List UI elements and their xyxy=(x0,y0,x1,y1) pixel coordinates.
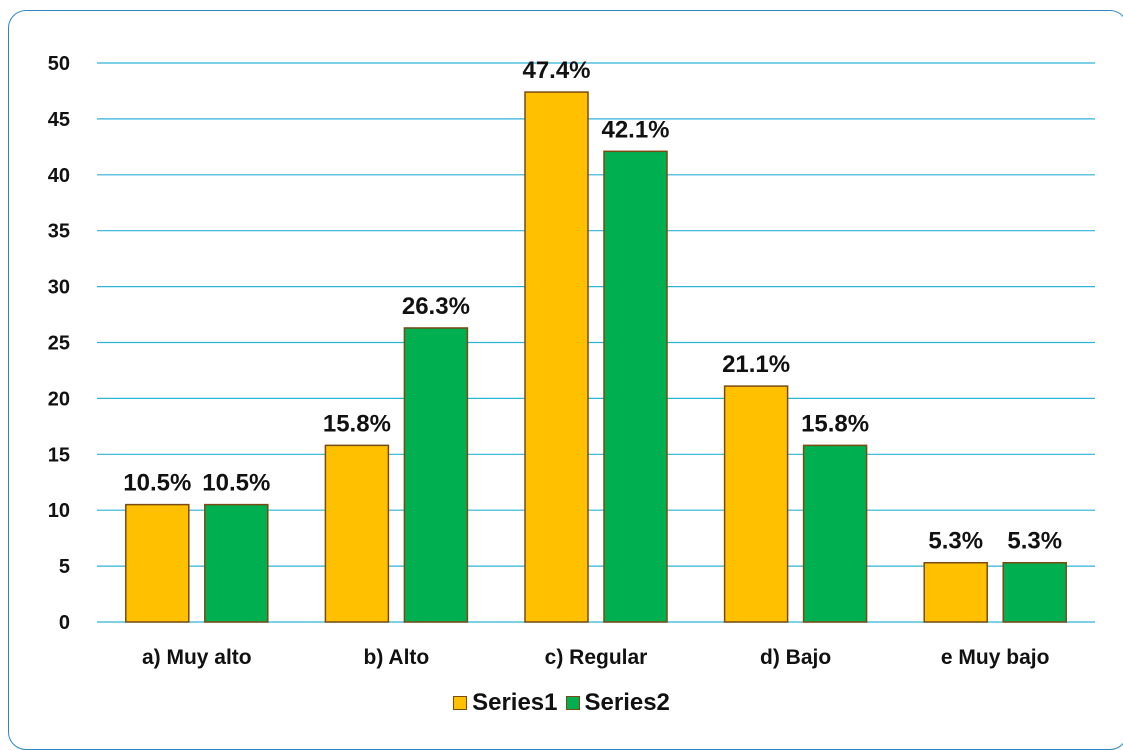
y-tick-label: 15 xyxy=(48,444,70,466)
y-tick-label: 25 xyxy=(48,333,70,355)
data-label: 10.5% xyxy=(123,470,191,497)
y-tick-label: 20 xyxy=(48,388,70,410)
x-category-label: a) Muy alto xyxy=(142,646,252,669)
bar-series1-4 xyxy=(723,385,789,623)
data-label: 47.4% xyxy=(522,57,590,84)
bar-series1-5 xyxy=(923,561,988,623)
legend-label-series2: Series2 xyxy=(584,689,670,716)
bar-series2-4 xyxy=(802,444,868,623)
data-label: 21.1% xyxy=(722,351,790,378)
y-tick-label: 0 xyxy=(59,612,70,634)
x-category-label: d) Bajo xyxy=(760,646,831,669)
x-category-label: b) Alto xyxy=(364,646,430,669)
y-tick-label: 45 xyxy=(48,109,70,131)
bar-series1-1 xyxy=(125,503,190,623)
x-category-label: e Muy bajo xyxy=(941,646,1050,669)
bar-series2-3 xyxy=(603,150,668,623)
legend-label-series1: Series1 xyxy=(472,689,558,716)
x-axis-categories: a) Muy alto b) Alto c) Regular d) Bajo e Muy… xyxy=(142,646,1050,669)
data-label: 5.3% xyxy=(1007,528,1062,555)
bar-series2-1 xyxy=(204,503,269,623)
bar-series2-5 xyxy=(1002,561,1067,623)
bar-series2-2 xyxy=(403,327,469,623)
data-label: 26.3% xyxy=(402,293,470,320)
y-axis-ticks: 0 5 10 15 20 25 30 35 40 45 50 xyxy=(48,53,70,634)
data-label: 15.8% xyxy=(801,410,869,437)
data-label: 5.3% xyxy=(928,528,983,555)
y-tick-label: 40 xyxy=(48,165,70,187)
y-tick-label: 35 xyxy=(48,221,70,243)
data-label: 42.1% xyxy=(601,116,669,143)
bar-series1-3 xyxy=(524,91,589,623)
y-tick-label: 10 xyxy=(48,500,70,522)
legend-item-series1: Series1 xyxy=(453,689,558,717)
legend-swatch-series2 xyxy=(565,696,580,710)
data-labels: 10.5% 10.5% 15.8% 26.3% 47.4% 42.1% 21.1% 15.8%… xyxy=(123,57,1062,555)
legend: Series1 Series2 xyxy=(0,689,1123,717)
y-tick-label: 30 xyxy=(48,277,70,299)
y-tick-label: 5 xyxy=(59,556,70,578)
legend-swatch-series1 xyxy=(453,696,468,710)
data-label: 10.5% xyxy=(202,470,270,497)
bar-series1-2 xyxy=(324,444,390,623)
legend-item-series2: Series2 xyxy=(565,689,670,717)
x-category-label: c) Regular xyxy=(545,646,648,669)
data-label: 15.8% xyxy=(323,410,391,437)
y-tick-label: 50 xyxy=(48,53,70,75)
bars xyxy=(125,91,1067,623)
